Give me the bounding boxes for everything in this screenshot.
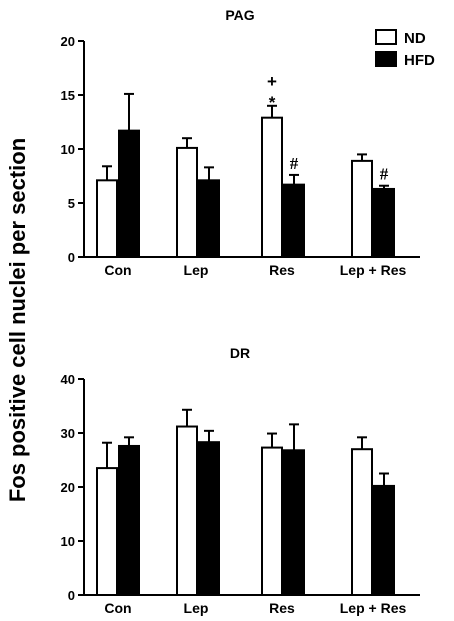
bar-nd bbox=[96, 467, 118, 597]
legend-swatch-hfd bbox=[375, 51, 397, 67]
category-label: Lep + Res bbox=[340, 262, 407, 278]
y-tick-label: 0 bbox=[68, 250, 75, 265]
category-label: Lep + Res bbox=[340, 600, 407, 616]
y-tick-label: 0 bbox=[68, 588, 75, 603]
y-axis-label: Fos positive cell nuclei per section bbox=[5, 138, 30, 502]
category-label: Con bbox=[104, 262, 131, 278]
bar-nd bbox=[351, 159, 373, 259]
bar-hfd bbox=[198, 179, 220, 259]
panel-title: DR bbox=[230, 345, 250, 361]
bar-hfd bbox=[373, 484, 395, 597]
y-tick-label: 20 bbox=[61, 34, 75, 49]
category-label: Lep bbox=[184, 600, 209, 616]
bar-nd bbox=[261, 116, 283, 259]
category-label: Res bbox=[269, 262, 295, 278]
bar-nd bbox=[96, 179, 118, 259]
legend-label: HFD bbox=[404, 52, 435, 69]
significance-mark: + bbox=[267, 72, 277, 91]
y-tick-label: 10 bbox=[61, 142, 75, 157]
y-tick-label: 20 bbox=[61, 480, 75, 495]
legend-swatch-nd bbox=[375, 29, 397, 45]
significance-mark: # bbox=[290, 154, 299, 173]
bar-hfd bbox=[283, 449, 305, 596]
bar-hfd bbox=[373, 187, 395, 259]
bar-hfd bbox=[198, 441, 220, 596]
y-tick-label: 15 bbox=[61, 88, 75, 103]
bar-nd bbox=[261, 446, 283, 596]
significance-mark: * bbox=[269, 93, 276, 112]
y-tick-label: 30 bbox=[61, 426, 75, 441]
bar-nd bbox=[176, 425, 198, 596]
category-label: Con bbox=[104, 600, 131, 616]
category-label: Res bbox=[269, 600, 295, 616]
legend-label: ND bbox=[404, 30, 426, 47]
pag-panel: PAG 0 5 10 15 20 Con Lep Res Lep + Res * + # # ND HFD bbox=[61, 7, 435, 278]
bar-hfd bbox=[118, 444, 140, 596]
y-tick-label: 10 bbox=[61, 534, 75, 549]
category-label: Lep bbox=[184, 262, 209, 278]
bar-hfd bbox=[118, 129, 140, 258]
significance-mark: # bbox=[380, 165, 389, 184]
dr-panel: DR 0 10 20 30 40 Con Lep Res Lep + Res bbox=[61, 345, 420, 616]
bar-hfd bbox=[283, 183, 305, 258]
y-tick-label: 40 bbox=[61, 372, 75, 387]
panel-title: PAG bbox=[225, 7, 254, 23]
bar-nd bbox=[351, 448, 373, 597]
bar-nd bbox=[176, 146, 198, 258]
y-tick-label: 5 bbox=[68, 196, 75, 211]
